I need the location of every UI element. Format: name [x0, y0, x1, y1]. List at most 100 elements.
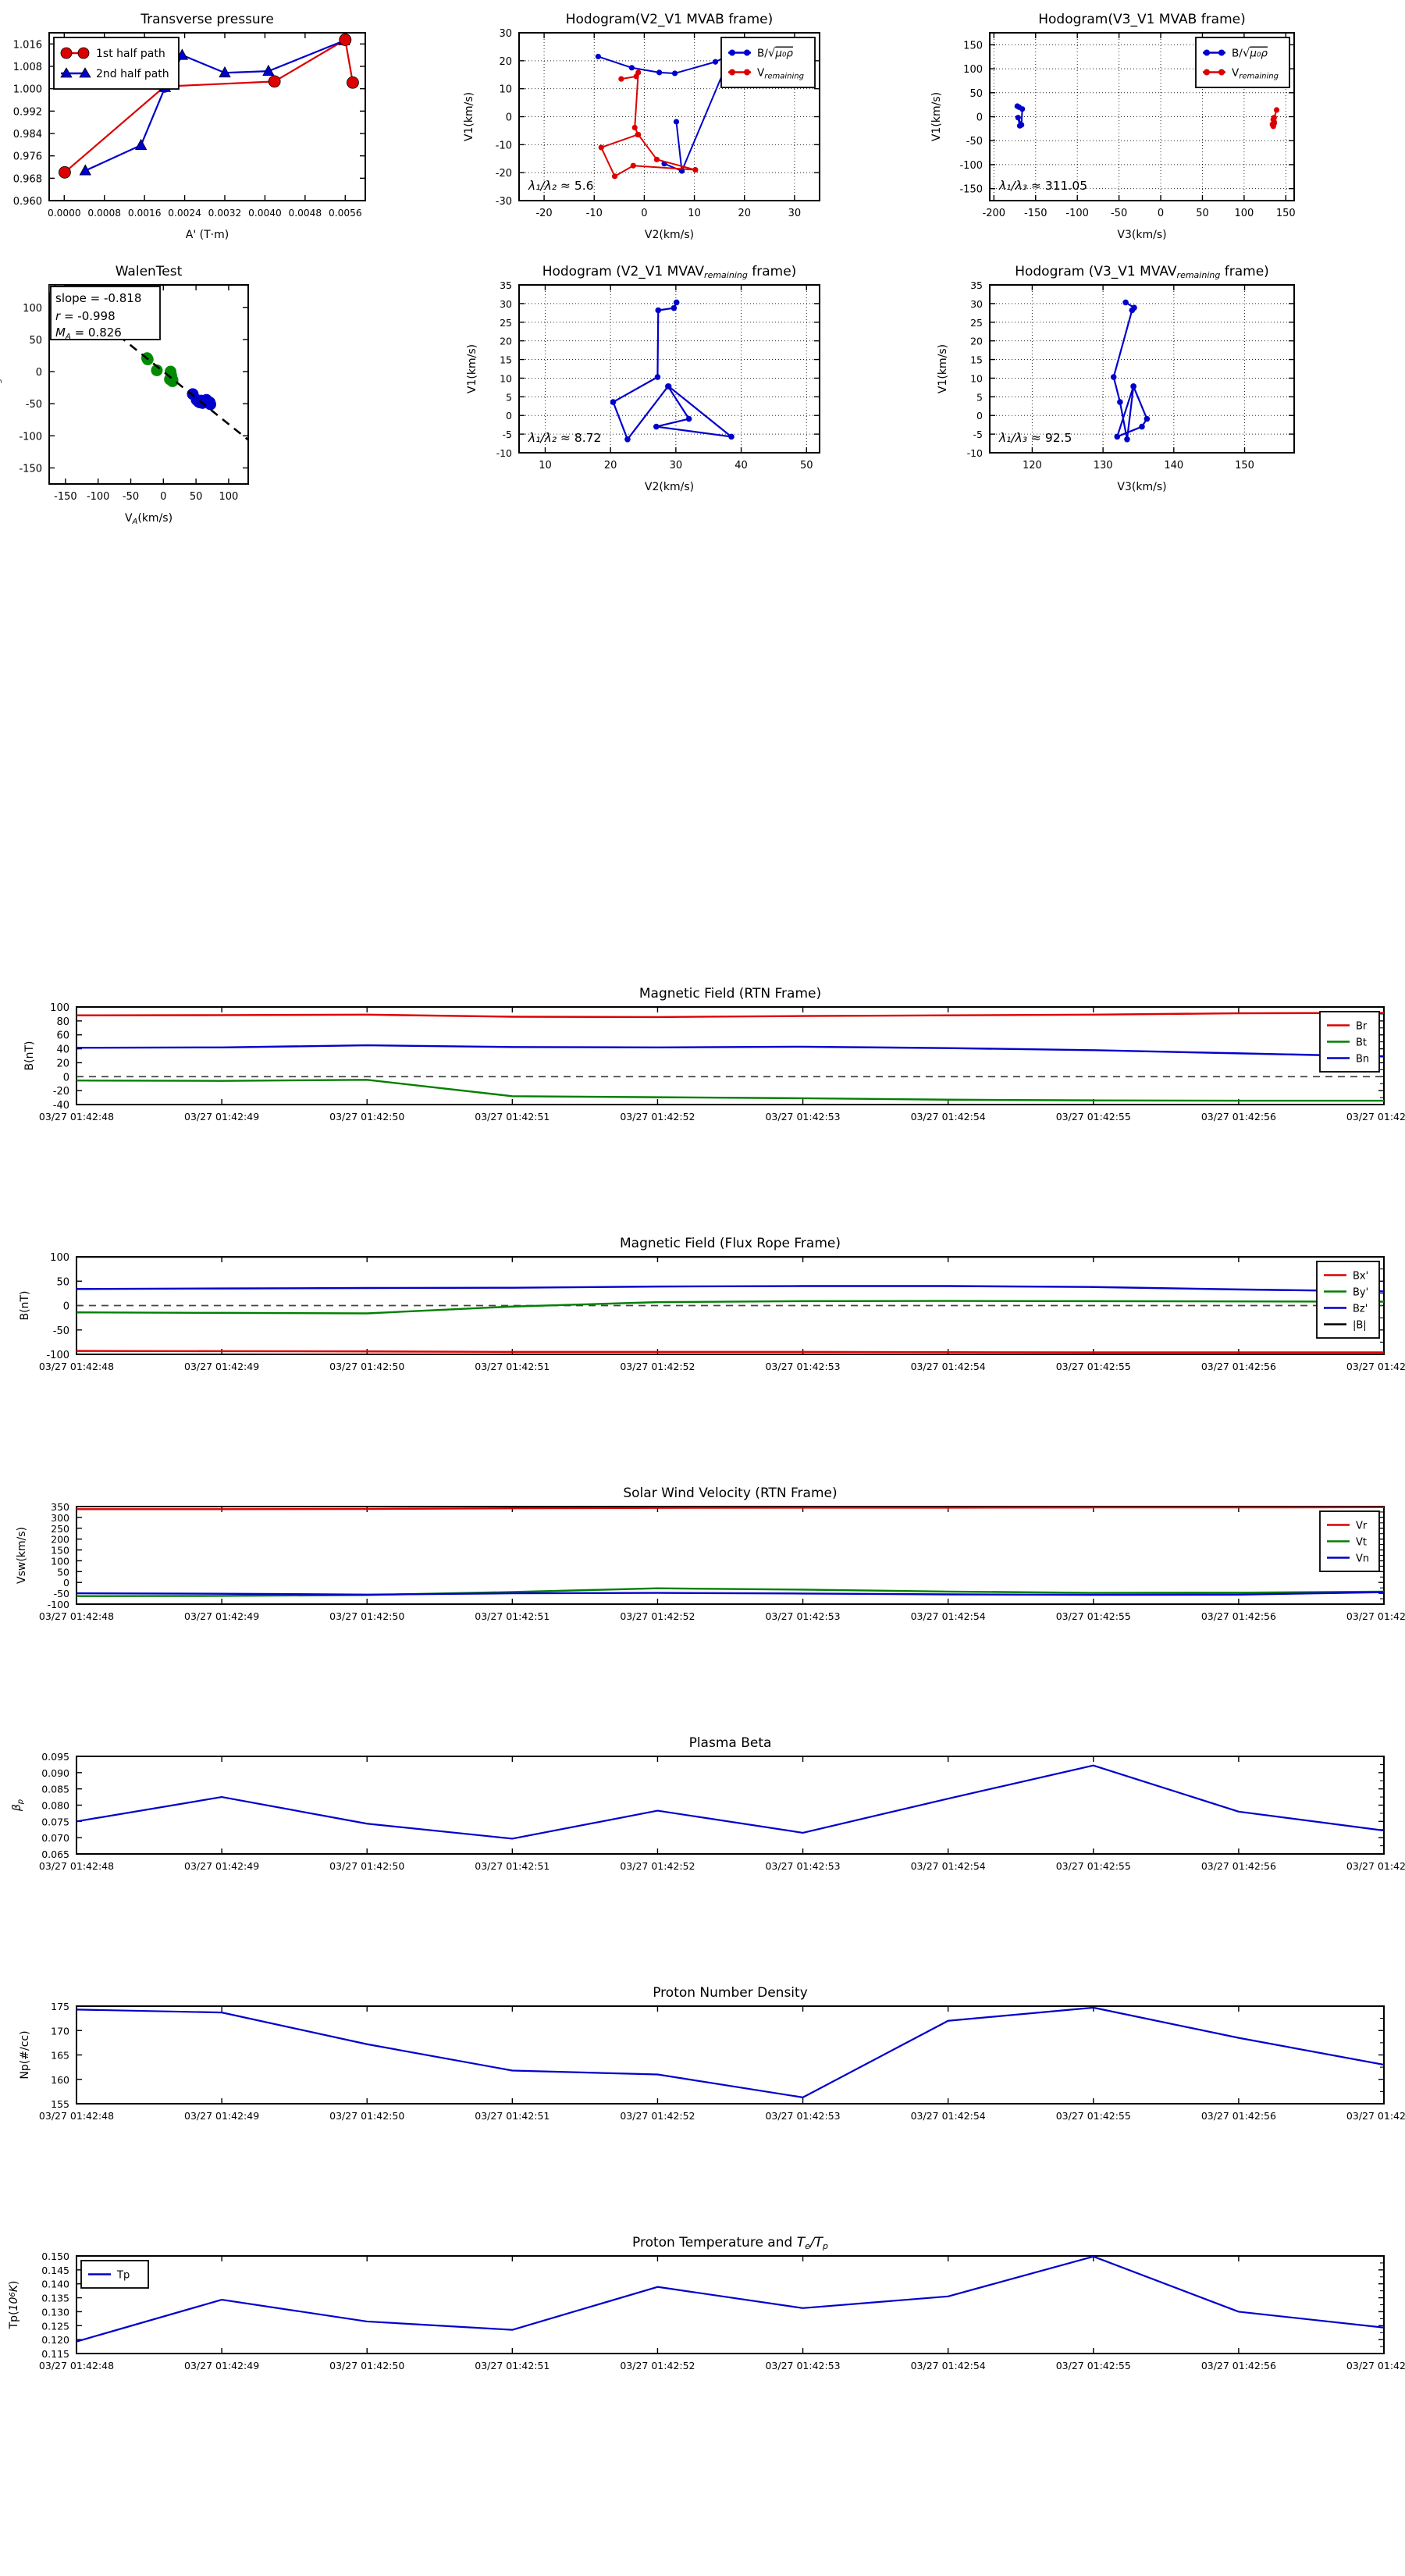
legend-label: Vr	[1356, 1521, 1368, 1532]
y-tick-label: 0.125	[41, 2320, 69, 2332]
legend-label: 2nd half path	[96, 68, 169, 80]
series-vn	[76, 1591, 1384, 1596]
axes-frame	[76, 1756, 1385, 1855]
x-tick-label: 20	[604, 460, 617, 471]
y-tick-label: 20	[56, 1058, 69, 1069]
series-by-	[76, 1300, 1384, 1315]
x-axis-label: V2(km/s)	[645, 229, 694, 241]
x-tick-label: 03/27 01:42:57	[1346, 2110, 1405, 2122]
y-axis-label: V1(km/s)	[466, 344, 478, 393]
y-tick-label: 0.130	[41, 2306, 69, 2318]
series-b-	[610, 299, 735, 443]
y-tick-label: 15	[970, 354, 983, 366]
x-tick-label: 03/27 01:42:54	[911, 1860, 986, 1872]
series-tp	[76, 2256, 1384, 2343]
x-tick-label: 03/27 01:42:50	[329, 2360, 404, 2371]
legend-label: B/√μ₀ρ	[1232, 46, 1268, 60]
y-tick-label: -30	[496, 196, 512, 208]
series-b-	[1110, 299, 1151, 443]
x-tick-label: 0.0008	[87, 208, 121, 219]
x-tick-label: 0.0048	[289, 208, 322, 219]
x-tick-label: 50	[190, 491, 203, 503]
x-tick-label: 03/27 01:42:48	[39, 2360, 114, 2371]
axes-frame	[76, 1506, 1385, 1605]
y-tick-label: -100	[959, 160, 983, 172]
y-tick-label: -150	[19, 463, 42, 475]
y-tick-label: 50	[56, 1276, 69, 1288]
panel-hodogram-v2v1-mvab: Hodogram(V2_V1 MVAB frame) -30 -20 -10 0 10 20…	[418, 2, 952, 271]
y-tick-label: 0.984	[13, 129, 42, 141]
x-tick-label: 03/27 01:42:57	[1346, 2360, 1405, 2371]
x-tick-label: 03/27 01:42:53	[765, 1860, 840, 1872]
series-bt	[76, 1079, 1384, 1102]
x-axis-label: V3(km/s)	[1117, 481, 1166, 493]
svg-text:λ₁/λ₂ ≈ 5.6: λ₁/λ₂ ≈ 5.6	[528, 179, 594, 193]
y-tick-label: 10	[500, 372, 512, 384]
x-tick-label: 03/27 01:42:56	[1201, 2110, 1276, 2122]
panel-title: WalenTest	[116, 264, 183, 279]
y-tick-label: -150	[959, 184, 983, 196]
x-tick-label: 03/27 01:42:49	[184, 1860, 259, 1872]
x-tick-label: 03/27 01:42:49	[184, 1610, 259, 1622]
x-tick-label: 03/27 01:42:48	[39, 1111, 114, 1123]
x-tick-label: 03/27 01:42:52	[620, 1610, 695, 1622]
series-vr	[76, 1507, 1384, 1510]
x-tick-label: 0.0056	[329, 208, 362, 219]
panel-hodogram-v3v1-mvavrem: Hodogram (V3_V1 MVAVremaining frame) -10 -…	[888, 254, 1405, 523]
y-tick-label: -10	[496, 447, 512, 459]
y-tick-label: 80	[56, 1016, 69, 1028]
legend-label: Br	[1356, 1021, 1368, 1033]
x-tick-label: 03/27 01:42:48	[39, 1860, 114, 1872]
y-tick-label: 50	[969, 88, 983, 100]
series-bn	[76, 1044, 1384, 1058]
x-tick-label: 03/27 01:42:53	[765, 2110, 840, 2122]
y-tick-label: 150	[963, 40, 983, 52]
x-tick-label: 03/27 01:42:49	[184, 1361, 259, 1372]
legend: B/√μ₀ρ Vremaining	[720, 37, 816, 88]
y-axis-label: V1(km/s)	[463, 92, 475, 141]
legend: B/√μ₀ρ Vremaining	[1195, 37, 1290, 88]
y-tick-label: 0	[506, 112, 512, 124]
x-tick-label: 03/27 01:42:53	[765, 2360, 840, 2371]
panel-title: Proton Temperature and Te/Tp	[632, 2235, 828, 2251]
y-tick-label: 100	[23, 303, 42, 315]
y-tick-label: 35	[500, 279, 512, 291]
x-tick-label: 0	[1158, 208, 1164, 219]
x-tick-label: 0	[160, 491, 166, 503]
panel-hodogram-v2v1-mvavrem: Hodogram (V2_V1 MVAVremaining frame) -10 -…	[418, 254, 952, 523]
y-tick-label: 0.992	[13, 106, 42, 118]
x-tick-label: 120	[1023, 460, 1042, 471]
x-tick-label: 10	[688, 208, 701, 219]
x-tick-label: 03/27 01:42:56	[1201, 1860, 1276, 1872]
y-tick-label: 0	[506, 410, 512, 422]
y-tick-label: 1.000	[13, 84, 42, 96]
y-tick-label: 300	[51, 1512, 69, 1524]
y-axis-label: Tp(106K)	[8, 2281, 20, 2330]
legend-label: Bz'	[1353, 1304, 1368, 1315]
legend-label: Vremaining	[1232, 67, 1279, 81]
series-bx-	[76, 1350, 1384, 1354]
legend: Bx' By' Bz' |B|	[1316, 1261, 1380, 1339]
x-tick-label: 130	[1094, 460, 1113, 471]
y-tick-label: 0.976	[13, 151, 42, 163]
x-tick-label: 03/27 01:42:54	[911, 2360, 986, 2371]
y-tick-label: 0.135	[41, 2293, 69, 2304]
axes-frame	[76, 2255, 1385, 2354]
walen-r-label: r = -0.998	[55, 309, 116, 323]
y-tick-label: -100	[19, 431, 42, 443]
series-vt	[76, 1587, 1384, 1597]
x-tick-label: 03/27 01:42:56	[1201, 1361, 1276, 1372]
y-tick-label: -50	[54, 1588, 69, 1599]
x-axis-label: A' (T·m)	[186, 229, 229, 241]
x-tick-label: 03/27 01:42:55	[1056, 1111, 1131, 1123]
x-tick-label: -100	[87, 491, 110, 503]
y-tick-label: 1.008	[13, 62, 42, 73]
x-tick-label: 03/27 01:42:48	[39, 1361, 114, 1372]
x-tick-label: 150	[1235, 460, 1254, 471]
legend-label: |B|	[1353, 1320, 1367, 1332]
axes-frame	[518, 284, 820, 454]
panel-walen-test: WalenTest -150 -100 -50 0 50 100 -150 -100 -50 0 50…	[0, 254, 381, 554]
y-axis-label: Vremaining(km/s)	[0, 343, 2, 425]
panel-title: Plasma Beta	[689, 1735, 772, 1751]
panel-proton-temperature: Proton Temperature and Te/Tp 0.115 0.120 0.…	[0, 2225, 1405, 2424]
